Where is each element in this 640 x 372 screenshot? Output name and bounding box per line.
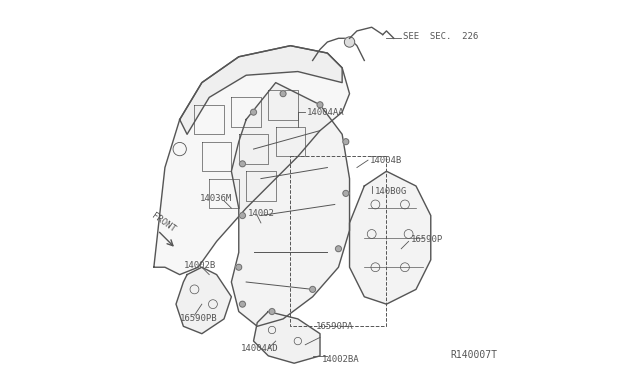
Text: 16590PA: 16590PA bbox=[316, 322, 354, 331]
Text: 140B0G: 140B0G bbox=[374, 187, 407, 196]
Text: SEE  SEC.  226: SEE SEC. 226 bbox=[403, 32, 478, 41]
Text: 14004AA: 14004AA bbox=[307, 108, 345, 117]
Polygon shape bbox=[154, 46, 349, 275]
Text: FRONT: FRONT bbox=[150, 212, 177, 234]
Circle shape bbox=[269, 309, 275, 314]
Polygon shape bbox=[180, 46, 342, 134]
Polygon shape bbox=[232, 83, 349, 326]
Polygon shape bbox=[176, 267, 232, 334]
Circle shape bbox=[280, 91, 286, 97]
Circle shape bbox=[239, 161, 245, 167]
Text: 16590PB: 16590PB bbox=[180, 314, 218, 323]
Circle shape bbox=[310, 286, 316, 292]
Text: 14004AD: 14004AD bbox=[241, 344, 278, 353]
Bar bbox=[291, 157, 387, 326]
Text: R140007T: R140007T bbox=[450, 350, 497, 359]
Circle shape bbox=[343, 139, 349, 145]
Circle shape bbox=[239, 212, 245, 218]
Text: 14002: 14002 bbox=[248, 209, 275, 218]
Circle shape bbox=[344, 37, 355, 47]
Text: 14002B: 14002B bbox=[184, 261, 216, 270]
Polygon shape bbox=[253, 311, 320, 363]
Circle shape bbox=[236, 264, 242, 270]
Circle shape bbox=[239, 301, 245, 307]
Text: 14002BA: 14002BA bbox=[322, 355, 360, 364]
Polygon shape bbox=[349, 171, 431, 304]
Circle shape bbox=[251, 109, 257, 115]
Text: 14036M: 14036M bbox=[200, 195, 232, 203]
Text: 14004B: 14004B bbox=[370, 155, 402, 165]
Text: 16590P: 16590P bbox=[410, 235, 443, 244]
Circle shape bbox=[343, 190, 349, 196]
Circle shape bbox=[335, 246, 341, 252]
Circle shape bbox=[317, 102, 323, 108]
